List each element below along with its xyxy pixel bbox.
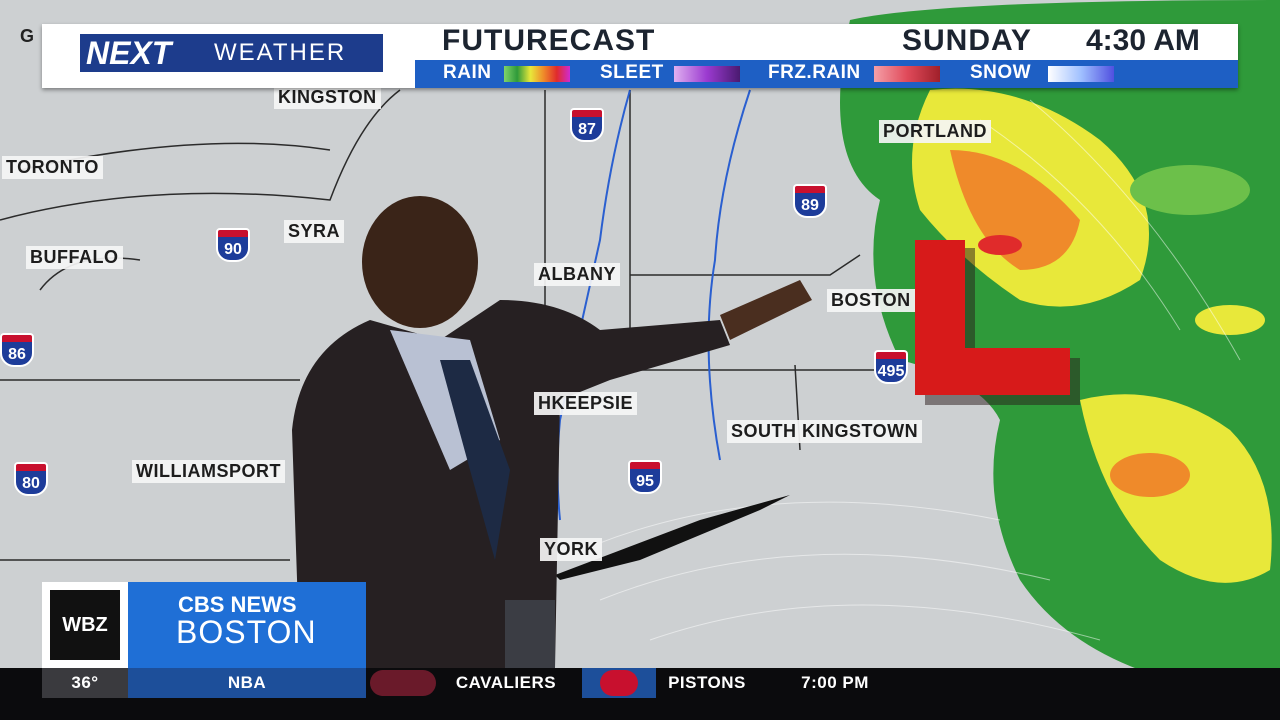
interstate-shield: 495 — [874, 350, 908, 384]
city-label: ALBANY — [534, 263, 620, 286]
interstate-shield: 95 — [628, 460, 662, 494]
team-1-logo — [370, 670, 436, 696]
city-label: BOSTON — [827, 289, 915, 312]
ticker-team-2: PISTONS — [668, 673, 746, 692]
time: 4:30 AM — [1086, 24, 1200, 57]
temperature: 36° — [42, 668, 128, 698]
meteorologist — [292, 196, 812, 668]
title: FUTURECAST — [442, 24, 656, 57]
city-label: KINGSTON — [274, 86, 381, 109]
city-label: BUFFALO — [26, 246, 123, 269]
team-2-logo — [600, 670, 638, 696]
city-label: TORONTO — [2, 156, 103, 179]
legend-swatch — [1048, 66, 1114, 82]
legend-label: FRZ.RAIN — [768, 62, 861, 83]
legend-swatch — [504, 66, 570, 82]
city-label: HKEEPSIE — [534, 392, 638, 415]
coastline — [555, 495, 790, 580]
city-label: WILLIAMSPORT — [132, 460, 285, 483]
legend-label: RAIN — [443, 62, 492, 83]
legend-swatch — [874, 66, 940, 82]
city-label: YORK — [540, 538, 603, 561]
ticker-time: 7:00 PM — [801, 673, 869, 692]
city-label: SOUTH KINGSTOWN — [727, 420, 923, 443]
interstate-shield: 89 — [793, 184, 827, 218]
network-city: BOSTON — [176, 614, 317, 650]
interstate-shield: 87 — [570, 108, 604, 142]
ticker-team-1: CAVALIERS — [455, 673, 557, 692]
ticker-league: NBA — [128, 668, 366, 698]
network-box — [128, 582, 366, 668]
network: CBS NEWS — [178, 592, 297, 617]
legend-label: SNOW — [970, 62, 1032, 83]
city-label: PORTLAND — [879, 120, 991, 143]
brand-weather: WEATHER — [214, 39, 347, 66]
interstate-shield: 80 — [14, 462, 48, 496]
brand-box — [80, 34, 383, 72]
low-marker-shape — [915, 240, 1070, 395]
interstate-shield: 90 — [216, 228, 250, 262]
partial-label: G — [20, 26, 35, 46]
legend-label: SLEET — [600, 62, 664, 83]
brand-next: NEXT — [86, 35, 172, 71]
interstate-shield: 86 — [0, 333, 34, 367]
day: SUNDAY — [902, 24, 1032, 57]
legend-swatch — [674, 66, 740, 82]
city-label: SYRA — [284, 220, 345, 243]
station: WBZ — [50, 590, 120, 660]
